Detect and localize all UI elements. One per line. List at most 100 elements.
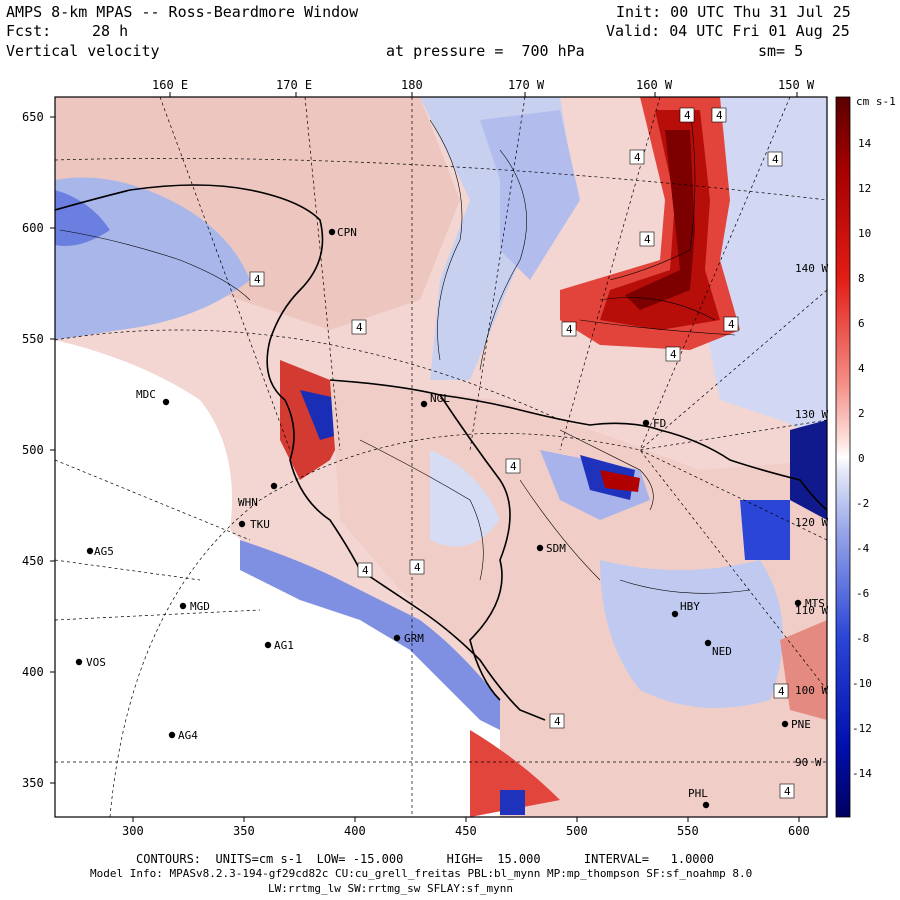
smoothing-value: sm= 5 [758, 42, 804, 60]
map-title: AMPS 8-km MPAS -- Ross-Beardmore Window [6, 3, 359, 21]
top-tick-180: 180 [401, 78, 423, 92]
svg-text:4: 4 [772, 153, 779, 166]
station-label-ned: NED [712, 645, 732, 658]
station-label-mts: MTS [805, 597, 825, 610]
cb-label-10: 10 [858, 227, 871, 240]
svg-text:4: 4 [254, 273, 261, 286]
svg-text:4: 4 [778, 685, 785, 698]
lon-label-140w: 140 W [795, 262, 828, 275]
station-dot-mts [794, 599, 802, 607]
contour-info: CONTOURS: UNITS=cm s-1 LOW= -15.000 HIGH… [136, 852, 714, 866]
model-info: Model Info: MPASv8.2.3-194-gf29cd82c CU:… [90, 867, 753, 880]
contour-labels: 4 4 4 4 4 4 4 4 4 4 4 4 4 4 4 4 [249, 107, 795, 799]
svg-text:4: 4 [356, 321, 363, 334]
pressure-level: at pressure = 700 hPa [386, 42, 585, 60]
station-label-ngl: NGL [430, 392, 450, 405]
inner-longitude-labels: 140 W 130 W 120 W 110 W 100 W 90 W [795, 262, 828, 769]
svg-text:4: 4 [634, 151, 641, 164]
left-tick-350: 350 [22, 776, 44, 790]
bottom-axis: 300 350 400 450 500 550 600 [122, 817, 810, 838]
station-dot-ag1 [264, 641, 272, 649]
top-tick-170w: 170 W [508, 78, 545, 92]
left-axis: 650 600 550 500 450 400 350 [22, 110, 55, 790]
left-tick-550: 550 [22, 332, 44, 346]
station-label-hby: HBY [680, 600, 700, 613]
left-tick-650: 650 [22, 110, 44, 124]
cb-label-4: 4 [858, 362, 865, 375]
station-label-phl: PHL [688, 787, 708, 800]
cb-label-neg12: -12 [852, 722, 872, 735]
cb-label-neg14: -14 [852, 767, 872, 780]
svg-text:4: 4 [670, 348, 677, 361]
colorbar: cm s-1 14 12 10 8 6 4 2 0 -2 -4 -6 -8 -1… [835, 95, 896, 818]
station-dot-whn [270, 482, 278, 490]
cb-label-14: 14 [858, 137, 872, 150]
colorbar-gradient [835, 96, 851, 818]
cb-label-2: 2 [858, 407, 865, 420]
contour-lines [59, 109, 751, 594]
svg-text:4: 4 [414, 561, 421, 574]
station-dot-mgd [179, 602, 187, 610]
station-label-fd: FD [653, 417, 666, 430]
cb-label-neg6: -6 [856, 587, 869, 600]
cb-label-12: 12 [858, 182, 871, 195]
cb-label-neg2: -2 [856, 497, 869, 510]
cb-label-8: 8 [858, 272, 865, 285]
svg-text:4: 4 [362, 564, 369, 577]
station-label-ag5: AG5 [94, 545, 114, 558]
cb-label-6: 6 [858, 317, 865, 330]
model-info-2: LW:rrtmg_lw SW:rrtmg_sw SFLAY:sf_mynn [268, 882, 514, 895]
top-tick-150w: 150 W [778, 78, 815, 92]
top-tick-170e: 170 E [276, 78, 312, 92]
left-tick-500: 500 [22, 443, 44, 457]
bottom-tick-600: 600 [788, 824, 810, 838]
station-label-ag4: AG4 [178, 729, 198, 742]
station-markers: MDC AG5 VOS MGD AG1 AG4 TKU WHN NGL SDM … [75, 226, 825, 809]
top-tick-160w: 160 W [636, 78, 673, 92]
svg-text:4: 4 [728, 318, 735, 331]
station-dot-ngl [420, 400, 428, 408]
lon-label-90w: 90 W [795, 756, 822, 769]
plot-frame [54, 96, 828, 818]
fcst-value: 28 h [92, 22, 129, 40]
left-tick-600: 600 [22, 221, 44, 235]
station-label-whn: WHN [238, 496, 258, 509]
station-dot-phl [702, 801, 710, 809]
left-tick-450: 450 [22, 554, 44, 568]
station-dot-grm [393, 634, 401, 642]
svg-text:4: 4 [644, 233, 651, 246]
lon-label-100w: 100 W [795, 684, 828, 697]
station-label-vos: VOS [86, 656, 106, 669]
top-tick-160e: 160 E [152, 78, 188, 92]
station-label-pne: PNE [791, 718, 811, 731]
station-label-grm: GRM [404, 632, 424, 645]
lon-label-130w: 130 W [795, 408, 828, 421]
station-dot-ag5 [86, 547, 94, 555]
cb-label-0: 0 [858, 452, 865, 465]
station-dot-vos [75, 658, 83, 666]
bottom-tick-500: 500 [566, 824, 588, 838]
station-dot-mdc [162, 398, 170, 406]
svg-text:4: 4 [566, 323, 573, 336]
svg-text:4: 4 [716, 109, 723, 122]
station-label-mgd: MGD [190, 600, 210, 613]
fcst-label: Fcst: [6, 22, 52, 40]
coastline [55, 184, 827, 721]
svg-text:4: 4 [510, 460, 517, 473]
station-dot-sdm [536, 544, 544, 552]
lon-label-120w: 120 W [795, 516, 828, 529]
station-dot-hby [671, 610, 679, 618]
cb-label-neg8: -8 [856, 632, 869, 645]
bottom-tick-350: 350 [233, 824, 255, 838]
valid-time: Valid: 04 UTC Fri 01 Aug 25 [606, 22, 850, 40]
init-time: Init: 00 UTC Thu 31 Jul 25 [616, 3, 851, 21]
station-dot-pne [781, 720, 789, 728]
station-label-tku: TKU [250, 518, 270, 531]
left-tick-400: 400 [22, 665, 44, 679]
graticule [55, 97, 827, 817]
cb-label-neg4: -4 [856, 542, 870, 555]
station-label-cpn: CPN [337, 226, 357, 239]
svg-text:4: 4 [684, 109, 691, 122]
station-dot-fd [642, 419, 650, 427]
